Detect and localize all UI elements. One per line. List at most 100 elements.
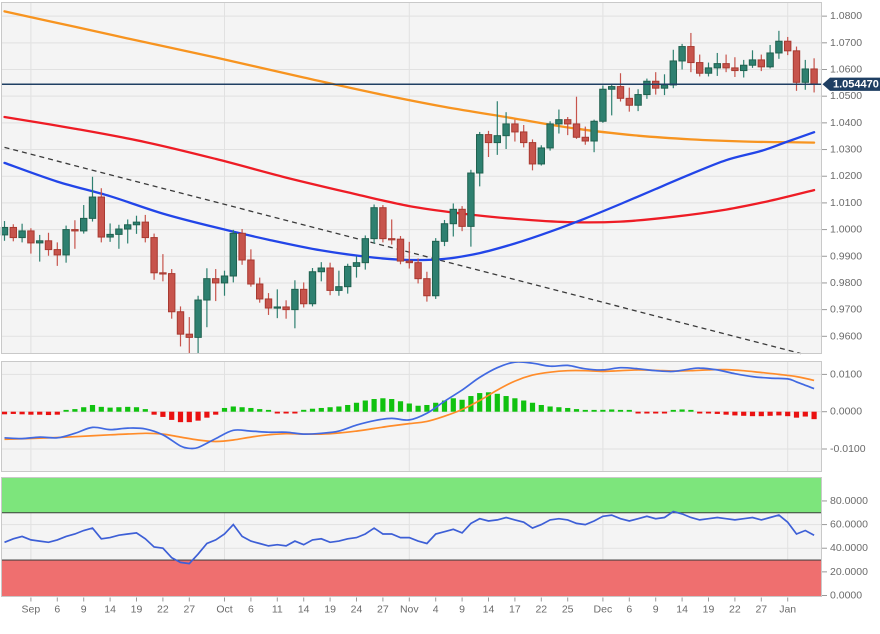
candle-body [27,230,35,244]
macd-histogram-bar-down [292,411,298,414]
macd-histogram-bar-down [697,411,703,414]
x-axis-label: 14 [104,604,116,616]
macd-histogram-bar-down [776,411,782,416]
macd-histogram-bar-up [107,407,113,412]
macd-histogram-bar-up [459,399,465,412]
macd-histogram-bar-up [133,407,140,412]
candle-body [53,249,61,256]
macd-histogram-bar-down [160,411,166,417]
macd-histogram-bar-down [10,411,16,414]
macd-histogram-bar-up [670,409,676,412]
macd-histogram-bar-up [327,407,333,412]
x-axis-label: 6 [54,604,60,616]
candle-body [810,68,818,85]
candle-body [264,298,273,309]
macd-histogram [1,392,817,423]
macd-histogram-bar-up [397,401,404,412]
price-axis-label: 1.0600 [830,64,862,76]
x-axis-label: 9 [81,604,87,616]
candle-body [493,135,502,144]
macd-panel[interactable] [1,360,822,472]
candle-body [696,62,704,74]
candle-body [660,84,669,89]
macd-axis-label: 0.0100 [830,368,862,380]
candle-body [317,267,326,273]
price-axis-label: 1.0700 [830,37,862,49]
candle-body [440,223,449,242]
macd-histogram-bar-up [221,407,228,412]
macd-histogram-bar-up [688,409,694,412]
macd-histogram-bar-up [556,407,562,412]
candle-body [212,278,220,284]
descending-trendline-dashed [4,146,802,355]
candle-body [467,172,475,227]
x-axis-label: 27 [183,604,195,616]
last-price-tag: 1.054470 [822,77,880,91]
x-axis-label: 4 [433,604,439,616]
macd-histogram-bar-up [424,404,430,412]
macd-histogram-bar-up [485,392,492,412]
candle-body [97,196,105,238]
candle-body [476,134,484,174]
candle-body [71,229,79,232]
candle-body [599,88,607,122]
price-axis-label: 1.0800 [830,10,862,22]
rsi-axis-label: 60.0000 [830,519,868,531]
candles [0,30,818,354]
price-panel[interactable] [0,2,822,355]
macd-histogram-bar-up [503,396,509,412]
price-axis-label: 0.9900 [830,250,862,262]
candle-body [291,288,299,311]
x-axis-label: 14 [676,604,688,616]
macd-histogram-bar-up [318,407,324,412]
macd-histogram-bar-down [45,411,52,416]
candle-body [502,123,510,137]
price-axis-label: 1.0500 [830,90,862,102]
candle-body [546,123,554,149]
macd-histogram-bar-down [732,411,738,416]
macd-histogram-bar-up [679,409,685,412]
macd-histogram-bar-up [415,405,421,412]
macd-histogram-bar-up [547,406,553,412]
macd-histogram-bar-down [749,411,756,417]
x-axis-label: Oct [216,604,232,616]
candle-body [669,60,677,86]
x-axis: Sep 6 9 14 19 22 27 Oct 6 11 14 19 24 27 Nov 4 9 14 17 22 25… [22,597,796,616]
candle-body [238,232,246,261]
candle-body [432,240,440,297]
macd-histogram-bar-up [116,407,122,412]
price-axis-label: 0.9700 [830,304,862,316]
candle-body [106,233,114,238]
rsi-oversold-band [1,559,822,597]
last-price-tag-shape [822,77,880,91]
price-panel-background [1,2,822,354]
macd-histogram-bar-down [274,411,280,414]
macd-histogram-bar-up [477,393,483,412]
price-axis-label: 0.9600 [830,330,862,342]
candle-body [678,46,686,62]
macd-histogram-bar-up [406,403,412,412]
x-axis-label: 19 [131,604,143,616]
macd-histogram-bar-up [521,400,527,412]
x-axis-label: 24 [351,604,363,616]
macd-histogram-bar-down [635,411,641,414]
candle-body [115,228,123,235]
rsi-panel[interactable] [1,477,822,597]
x-axis-label: 22 [729,604,741,616]
candle-body [150,237,158,274]
sma-fast-blue-line [3,131,816,262]
macd-histogram-bar-down [28,411,34,415]
candle-body [247,259,255,285]
candle-body [572,123,581,138]
candle-body [80,217,88,232]
x-axis-label: 25 [562,604,574,616]
macd-histogram-bar-up [257,409,263,412]
macd-histogram-bar-up [89,404,96,412]
candle-body [88,196,97,219]
candle-body [352,262,361,267]
macd-histogram-bar-up [573,409,580,412]
sma-slow-orange-line [3,10,816,144]
rsi-axis-label: 20.0000 [830,566,868,578]
